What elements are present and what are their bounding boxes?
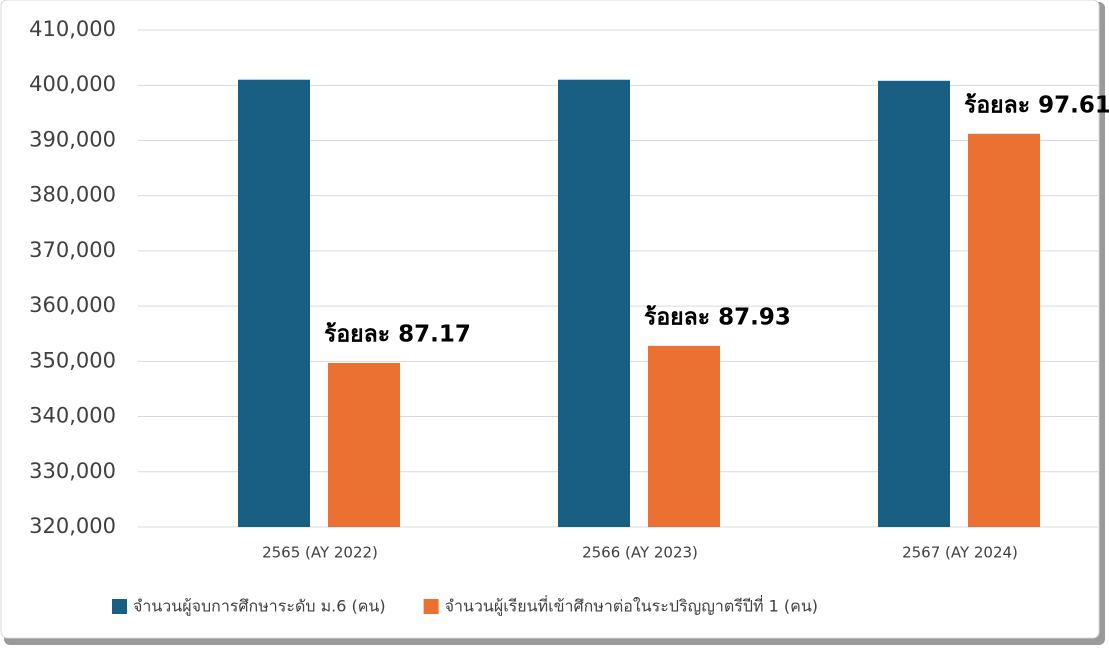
x-tick-label: 2565 (AY 2022) — [262, 544, 378, 562]
bar — [648, 345, 720, 527]
annotation: ร้อยละ 97.61 — [964, 92, 1109, 118]
y-tick-label: 380,000 — [29, 183, 116, 207]
bar — [878, 80, 950, 527]
bar — [968, 133, 1040, 527]
y-tick-label: 400,000 — [29, 72, 116, 96]
y-tick-label: 390,000 — [29, 127, 116, 151]
legend-label: จำนวนผู้จบการศึกษาระดับ ม.6 (คน) — [133, 597, 386, 617]
bar — [328, 362, 400, 527]
x-tick-label: 2566 (AY 2023) — [582, 544, 698, 562]
y-tick-label: 410,000 — [29, 17, 116, 41]
y-tick-label: 320,000 — [29, 514, 116, 538]
annotation: ร้อยละ 87.93 — [644, 304, 791, 330]
y-tick-label: 350,000 — [29, 348, 116, 372]
legend-swatch — [112, 599, 127, 614]
legend-label: จำนวนผู้เรียนที่เข้าศึกษาต่อในระปริญญาตร… — [445, 595, 818, 617]
y-tick-label: 370,000 — [29, 238, 116, 262]
bar — [558, 79, 630, 527]
annotation: ร้อยละ 87.17 — [324, 321, 471, 347]
bar — [238, 79, 310, 527]
y-tick-label: 360,000 — [29, 293, 116, 317]
legend-swatch — [423, 599, 439, 614]
y-tick-label: 330,000 — [29, 459, 116, 483]
y-tick-label: 340,000 — [29, 404, 116, 428]
x-tick-label: 2567 (AY 2024) — [902, 544, 1018, 562]
